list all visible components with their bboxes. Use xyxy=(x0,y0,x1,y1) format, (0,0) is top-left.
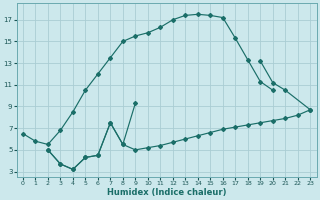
X-axis label: Humidex (Indice chaleur): Humidex (Indice chaleur) xyxy=(107,188,226,197)
